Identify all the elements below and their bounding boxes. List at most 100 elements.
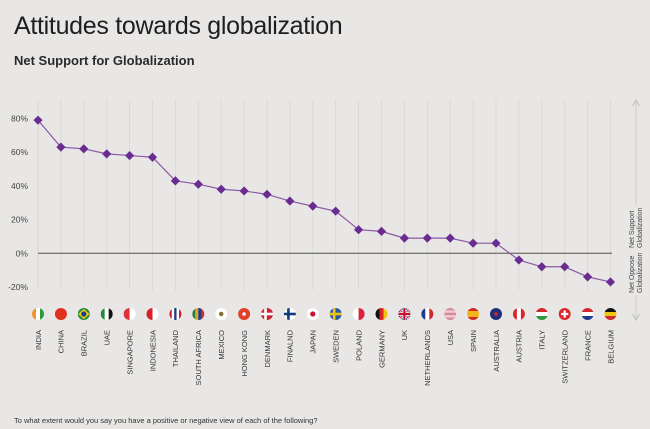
y-tick-label: 40%: [11, 181, 28, 191]
spain-flag-icon: [467, 308, 480, 320]
data-point-marker: [354, 225, 364, 235]
y-tick-label: 0%: [16, 248, 29, 258]
data-point-marker: [605, 277, 616, 287]
x-axis-label: AUSTRALIA: [492, 330, 501, 372]
x-axis-label: FINALND: [286, 329, 295, 362]
x-axis-label: SPAIN: [469, 330, 478, 352]
arrow-up-icon: [632, 99, 640, 107]
data-point-marker: [468, 238, 478, 248]
x-axis-label: MEXICO: [217, 330, 226, 360]
data-point-marker: [445, 233, 455, 243]
netherlands-flag-icon: [421, 308, 434, 320]
data-point-marker: [56, 142, 66, 152]
y-tick-label: 80%: [11, 114, 28, 124]
china-flag-icon: [54, 308, 67, 320]
y-tick-label: -20%: [8, 282, 28, 292]
series-line: [37, 119, 611, 283]
denmark-flag-icon: [261, 308, 273, 320]
data-point-marker: [193, 179, 203, 189]
data-point-marker: [422, 233, 432, 243]
net-support-label-2: Globalization: [637, 207, 644, 248]
chart-subtitle: Net Support for Globalization: [14, 53, 195, 68]
chart-title: Attitudes towards globalization: [14, 12, 343, 40]
uae-flag-icon: [100, 308, 113, 320]
net-support-label: Net Support: [629, 211, 636, 248]
data-point-marker: [239, 186, 249, 196]
data-point-marker: [125, 150, 135, 161]
data-point-marker: [376, 226, 387, 236]
x-axis-label: POLAND: [354, 329, 363, 360]
australia-flag-icon: [490, 308, 502, 320]
x-axis-label: DENMARK: [263, 330, 272, 368]
x-axis-label: INDONESIA: [148, 330, 157, 371]
india-flag-icon: [32, 308, 44, 320]
x-axis-label: GERMANY: [377, 330, 386, 368]
italy-flag-icon: [535, 308, 548, 320]
x-axis-label: ITALY: [538, 330, 547, 350]
arrow-down-icon: [632, 313, 640, 321]
net-oppose-label: Net Oppose: [629, 256, 636, 293]
x-axis-label: AUSTRIA: [515, 330, 524, 363]
data-point-marker: [170, 176, 180, 186]
hong-kong-flag-icon: [238, 308, 251, 320]
data-point-marker: [79, 144, 89, 154]
data-point-marker: [285, 196, 295, 206]
finland-flag-icon: [283, 308, 296, 320]
data-point-marker: [147, 152, 158, 162]
x-axis-label: JAPAN: [309, 330, 318, 354]
sweden-flag-icon: [329, 308, 342, 320]
data-point-marker: [514, 255, 524, 265]
x-axis-label: SWEDEN: [332, 330, 341, 363]
x-axis-label: UK: [400, 330, 409, 340]
data-point-marker: [216, 184, 226, 194]
x-axis-label: NETHERLANDS: [423, 330, 432, 386]
france-flag-icon: [581, 308, 594, 320]
south-africa-flag-icon: [192, 308, 205, 320]
data-point-marker: [399, 233, 409, 243]
x-axis-label: CHINA: [57, 330, 66, 353]
data-markers: [33, 115, 616, 287]
usa-flag-icon: [444, 308, 457, 320]
japan-flag-icon: [306, 308, 319, 320]
x-axis-label: HONG KONG: [240, 330, 249, 377]
x-axis-label: BELGIUM: [606, 330, 615, 364]
data-point-marker: [102, 149, 112, 159]
austria-flag-icon: [512, 308, 525, 320]
x-axis-label: INDIA: [34, 330, 43, 350]
data-point-marker: [308, 201, 318, 211]
x-axis-label: SINGAPORE: [125, 330, 134, 375]
country-flags: [32, 308, 617, 320]
y-tick-label: 60%: [11, 147, 28, 157]
y-tick-label: 20%: [11, 215, 28, 225]
brazil-flag-icon: [77, 308, 90, 320]
survey-question-footnote: To what extent would you say you have a …: [14, 416, 318, 425]
x-axis-label: BRAZIL: [80, 330, 89, 356]
mexico-flag-icon: [215, 308, 228, 320]
grid-lines: [37, 100, 611, 290]
x-axis-labels: INDIA CHINA BRAZIL UAE SINGAPORE INDONESIA THA…: [34, 329, 615, 386]
poland-flag-icon: [352, 308, 365, 320]
germany-flag-icon: [375, 308, 388, 320]
x-axis-label: SWITZERLAND: [561, 329, 570, 383]
x-axis-label: THAILAND: [171, 329, 180, 367]
data-point-marker: [537, 262, 547, 272]
y-axis: 80% 60% 40% 20% 0% -20%: [8, 114, 28, 293]
net-oppose-label-2: Globalization: [637, 252, 644, 293]
thailand-flag-icon: [169, 308, 182, 320]
singapore-flag-icon: [123, 308, 136, 320]
support-oppose-axis: Net Support Globalization Net Oppose Glo…: [626, 99, 646, 321]
data-point-marker: [583, 272, 593, 282]
x-axis-label: USA: [446, 330, 455, 345]
indonesia-flag-icon: [146, 308, 159, 320]
data-point-marker: [560, 262, 570, 272]
data-point-marker: [262, 189, 272, 199]
data-point-marker: [331, 206, 341, 216]
data-point-marker: [491, 238, 501, 248]
switzerland-flag-icon: [558, 308, 571, 320]
x-axis-label: SOUTH AFRICA: [194, 330, 203, 385]
belgium-flag-icon: [604, 308, 617, 320]
x-axis-label: UAE: [103, 330, 112, 345]
x-axis-label: FRANCE: [583, 330, 592, 361]
uk-flag-icon: [398, 308, 411, 320]
